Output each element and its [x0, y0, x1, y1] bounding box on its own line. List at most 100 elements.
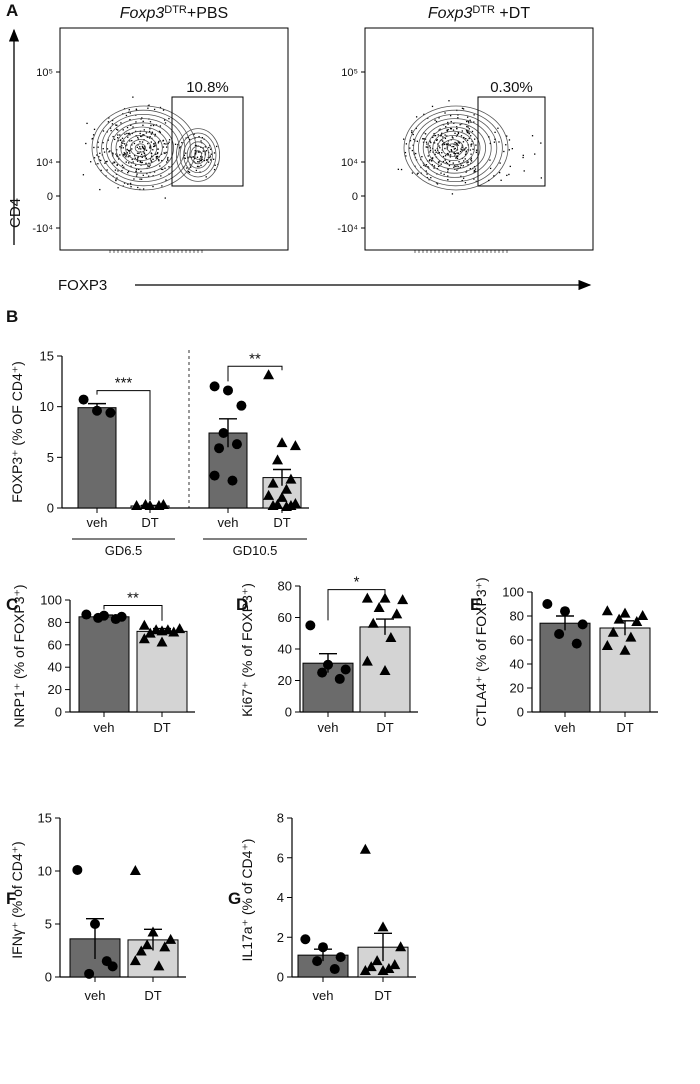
event-dot: [152, 143, 155, 145]
event-dot: [493, 175, 495, 177]
event-dot: [436, 183, 439, 185]
data-point: [300, 934, 311, 945]
contour: [110, 122, 174, 174]
contour: [179, 132, 217, 178]
y-tick-label: 60: [510, 633, 524, 648]
data-point: [619, 644, 631, 655]
event-dot: [143, 148, 145, 151]
event-dot: [168, 141, 170, 143]
event-dot: [470, 159, 472, 161]
event-dot: [454, 152, 456, 155]
event-dot: [194, 144, 197, 147]
x-tick-label: DT: [616, 720, 633, 735]
event-dot: [216, 145, 218, 148]
event-dot: [506, 135, 508, 137]
event-dot: [534, 153, 536, 155]
y-axis-label: IL17a⁺ (% of CD4⁺): [239, 839, 255, 962]
event-dot: [85, 142, 87, 145]
event-dot: [437, 165, 440, 168]
event-dot: [127, 136, 129, 138]
event-dot: [122, 147, 124, 149]
event-dot: [446, 153, 448, 155]
data-point: [395, 941, 407, 952]
event-dot: [449, 115, 452, 117]
data-point: [379, 592, 391, 603]
event-dot: [138, 148, 140, 150]
event-dot: [431, 157, 434, 160]
event-dot: [86, 122, 88, 125]
event-dot: [448, 160, 451, 163]
event-dot: [206, 158, 208, 161]
event-dot: [412, 133, 414, 136]
event-dot: [141, 161, 143, 164]
event-dot: [422, 138, 424, 140]
event-dot: [189, 156, 191, 158]
title-gene: Foxp3: [428, 5, 473, 22]
event-dot: [427, 117, 429, 119]
event-dot: [442, 143, 444, 145]
significance-bracket: [96, 390, 151, 500]
event-dot: [160, 153, 163, 155]
event-dot: [156, 152, 159, 155]
event-dot: [117, 129, 119, 131]
event-dot: [187, 171, 190, 173]
x-tick-label: DT: [144, 988, 161, 1003]
event-dot: [126, 152, 128, 154]
data-point: [129, 955, 141, 966]
event-dot: [105, 161, 107, 163]
data-point: [92, 405, 102, 416]
event-dot: [457, 141, 459, 143]
event-dot: [467, 164, 469, 166]
event-dot: [457, 114, 459, 116]
event-dot: [423, 164, 425, 166]
contour: [130, 139, 152, 157]
data-point: [214, 443, 225, 454]
event-dot: [489, 142, 491, 145]
event-dot: [138, 152, 140, 154]
contour: [413, 114, 498, 182]
event-dot: [214, 164, 216, 166]
event-dot: [404, 151, 407, 154]
event-dot: [444, 159, 446, 161]
event-dot: [149, 158, 152, 160]
event-dot: [122, 142, 124, 144]
event-dot: [102, 141, 104, 144]
event-dot: [146, 172, 148, 175]
event-dot: [409, 140, 412, 142]
event-dot: [458, 142, 461, 144]
event-dot: [447, 152, 449, 155]
event-dot: [195, 153, 197, 155]
event-dot: [135, 170, 137, 172]
x-tick-label: veh: [218, 515, 239, 530]
data-point: [601, 605, 613, 616]
y-tick-label: 0: [517, 705, 524, 720]
event-dot: [99, 152, 101, 154]
event-dot: [430, 141, 432, 144]
event-dot: [474, 168, 477, 170]
event-dot: [468, 128, 470, 130]
event-dot: [439, 160, 441, 162]
data-point: [141, 939, 153, 950]
event-dot: [168, 166, 170, 168]
event-dot: [136, 160, 139, 162]
event-dot: [456, 169, 458, 171]
event-dot: [142, 174, 144, 177]
event-dot: [135, 121, 137, 123]
y-tick-label: 15: [40, 349, 54, 364]
event-dot: [500, 179, 502, 181]
event-dot: [446, 130, 449, 132]
data-point: [397, 594, 409, 605]
event-dot: [126, 132, 128, 135]
event-dot: [470, 157, 472, 159]
event-dot: [193, 161, 195, 163]
y-tick-label: 10⁵: [341, 67, 358, 79]
event-dot: [164, 167, 166, 169]
event-dot: [450, 150, 453, 152]
event-dot: [443, 141, 445, 144]
event-dot: [93, 128, 96, 131]
event-dot: [184, 157, 186, 159]
y-tick-label: 40: [48, 660, 62, 675]
event-dot: [136, 158, 139, 160]
event-dot: [125, 156, 127, 158]
plot-title: Foxp3DTR+PBS: [120, 4, 228, 22]
